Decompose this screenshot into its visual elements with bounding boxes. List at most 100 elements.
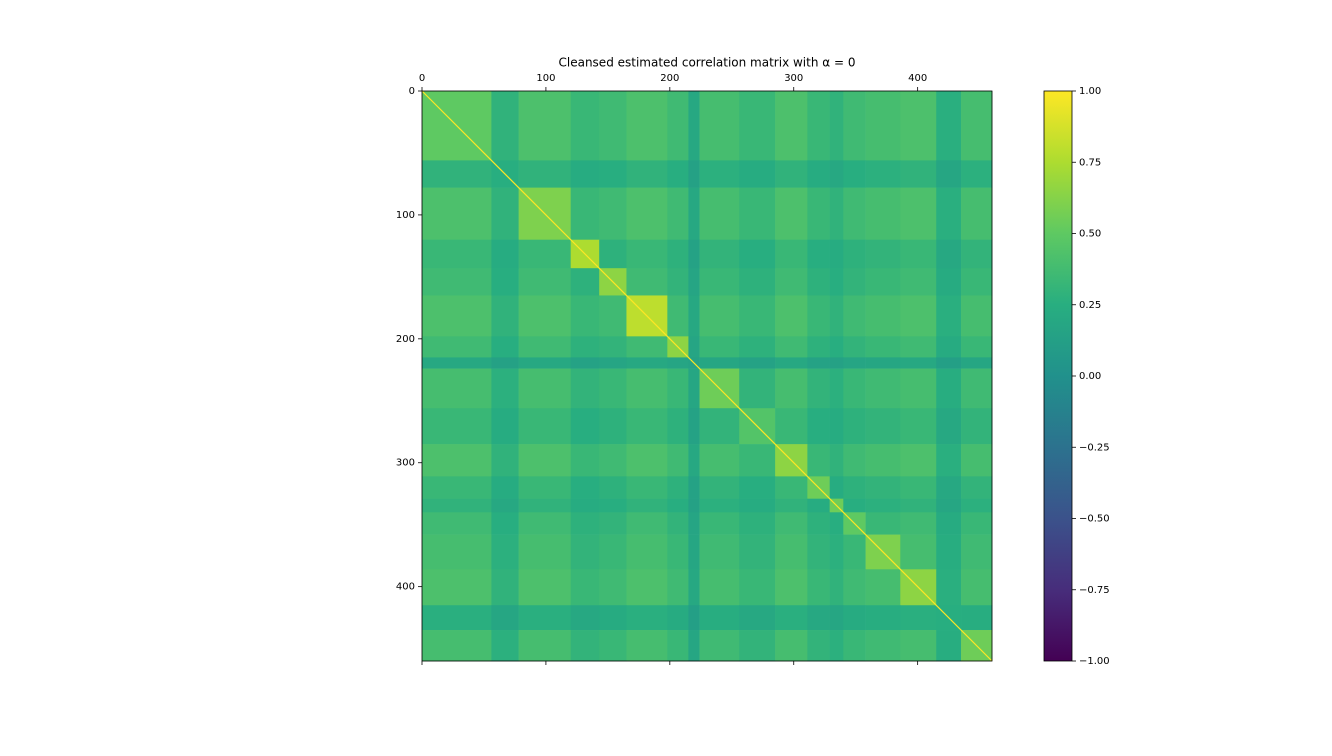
cell bbox=[829, 336, 844, 358]
cell bbox=[518, 160, 571, 188]
cell bbox=[599, 187, 627, 240]
cell bbox=[570, 295, 600, 337]
y-tick-label: 200 bbox=[396, 334, 415, 345]
cell bbox=[775, 295, 808, 337]
cell bbox=[518, 408, 571, 445]
cell bbox=[491, 498, 519, 513]
cell bbox=[865, 187, 901, 240]
cell bbox=[599, 408, 627, 445]
cell bbox=[843, 569, 866, 606]
cell bbox=[900, 239, 937, 269]
cell bbox=[900, 336, 937, 358]
cell bbox=[829, 368, 844, 409]
cell bbox=[900, 160, 937, 188]
cell bbox=[936, 357, 962, 369]
cell bbox=[936, 336, 962, 358]
cell bbox=[829, 239, 844, 269]
cell bbox=[491, 476, 519, 499]
cell bbox=[961, 534, 993, 570]
cell bbox=[961, 408, 993, 445]
cell bbox=[626, 630, 668, 662]
cell bbox=[936, 408, 962, 445]
cell bbox=[775, 368, 808, 409]
cell bbox=[491, 569, 519, 606]
cell bbox=[491, 336, 519, 358]
cell bbox=[961, 295, 993, 337]
cell bbox=[739, 268, 776, 296]
cell bbox=[699, 295, 740, 337]
cell bbox=[667, 476, 689, 499]
cell bbox=[775, 512, 808, 535]
cell bbox=[699, 160, 740, 188]
cell bbox=[626, 512, 668, 535]
cell bbox=[900, 444, 937, 477]
cell bbox=[667, 408, 689, 445]
colorbar-tick-label: 0.50 bbox=[1079, 229, 1101, 240]
y-tick-label: 0 bbox=[409, 86, 415, 97]
cell bbox=[775, 408, 808, 445]
colorbar-tick-label: −1.00 bbox=[1079, 656, 1110, 667]
cell bbox=[570, 357, 600, 369]
cell bbox=[961, 357, 993, 369]
cell bbox=[775, 357, 808, 369]
cell bbox=[961, 336, 993, 358]
cell bbox=[936, 160, 962, 188]
cell bbox=[626, 357, 668, 369]
x-tick-label: 200 bbox=[660, 73, 679, 84]
cell bbox=[739, 534, 776, 570]
cell bbox=[422, 336, 492, 358]
cell bbox=[699, 268, 740, 296]
cell bbox=[865, 498, 901, 513]
cell bbox=[570, 444, 600, 477]
cell bbox=[667, 160, 689, 188]
cell bbox=[807, 444, 830, 477]
y-tick-label: 400 bbox=[396, 582, 415, 593]
cell bbox=[688, 630, 700, 662]
cell bbox=[626, 187, 668, 240]
cell bbox=[491, 239, 519, 269]
cell bbox=[626, 160, 668, 188]
cell bbox=[518, 498, 571, 513]
cell bbox=[599, 160, 627, 188]
cell bbox=[936, 187, 962, 240]
cell bbox=[807, 268, 830, 296]
cell bbox=[699, 512, 740, 535]
cell bbox=[829, 408, 844, 445]
cell bbox=[739, 187, 776, 240]
cell bbox=[843, 357, 866, 369]
cell bbox=[936, 534, 962, 570]
cell bbox=[961, 91, 993, 161]
cell bbox=[900, 534, 937, 570]
cell bbox=[626, 239, 668, 269]
cell bbox=[688, 408, 700, 445]
cell bbox=[961, 498, 993, 513]
cell bbox=[599, 336, 627, 358]
cell bbox=[422, 239, 492, 269]
cell bbox=[626, 268, 668, 296]
cell bbox=[599, 357, 627, 369]
cell bbox=[699, 569, 740, 606]
colorbar-tick-label: 0.00 bbox=[1079, 371, 1101, 382]
cell bbox=[626, 498, 668, 513]
cell bbox=[865, 336, 901, 358]
cell bbox=[599, 569, 627, 606]
cell bbox=[688, 91, 700, 161]
cell bbox=[699, 534, 740, 570]
cell bbox=[688, 569, 700, 606]
cell bbox=[491, 368, 519, 409]
plot-frame bbox=[421, 90, 993, 662]
cell bbox=[688, 534, 700, 570]
cell bbox=[626, 534, 668, 570]
cell bbox=[739, 295, 776, 337]
cell bbox=[829, 476, 844, 499]
cell bbox=[829, 605, 844, 631]
cell bbox=[626, 605, 668, 631]
cell bbox=[739, 368, 776, 409]
cell bbox=[599, 91, 627, 161]
cell bbox=[829, 569, 844, 606]
cell bbox=[900, 512, 937, 535]
cell bbox=[829, 444, 844, 477]
cell bbox=[775, 239, 808, 269]
cell bbox=[518, 336, 571, 358]
cell bbox=[900, 357, 937, 369]
